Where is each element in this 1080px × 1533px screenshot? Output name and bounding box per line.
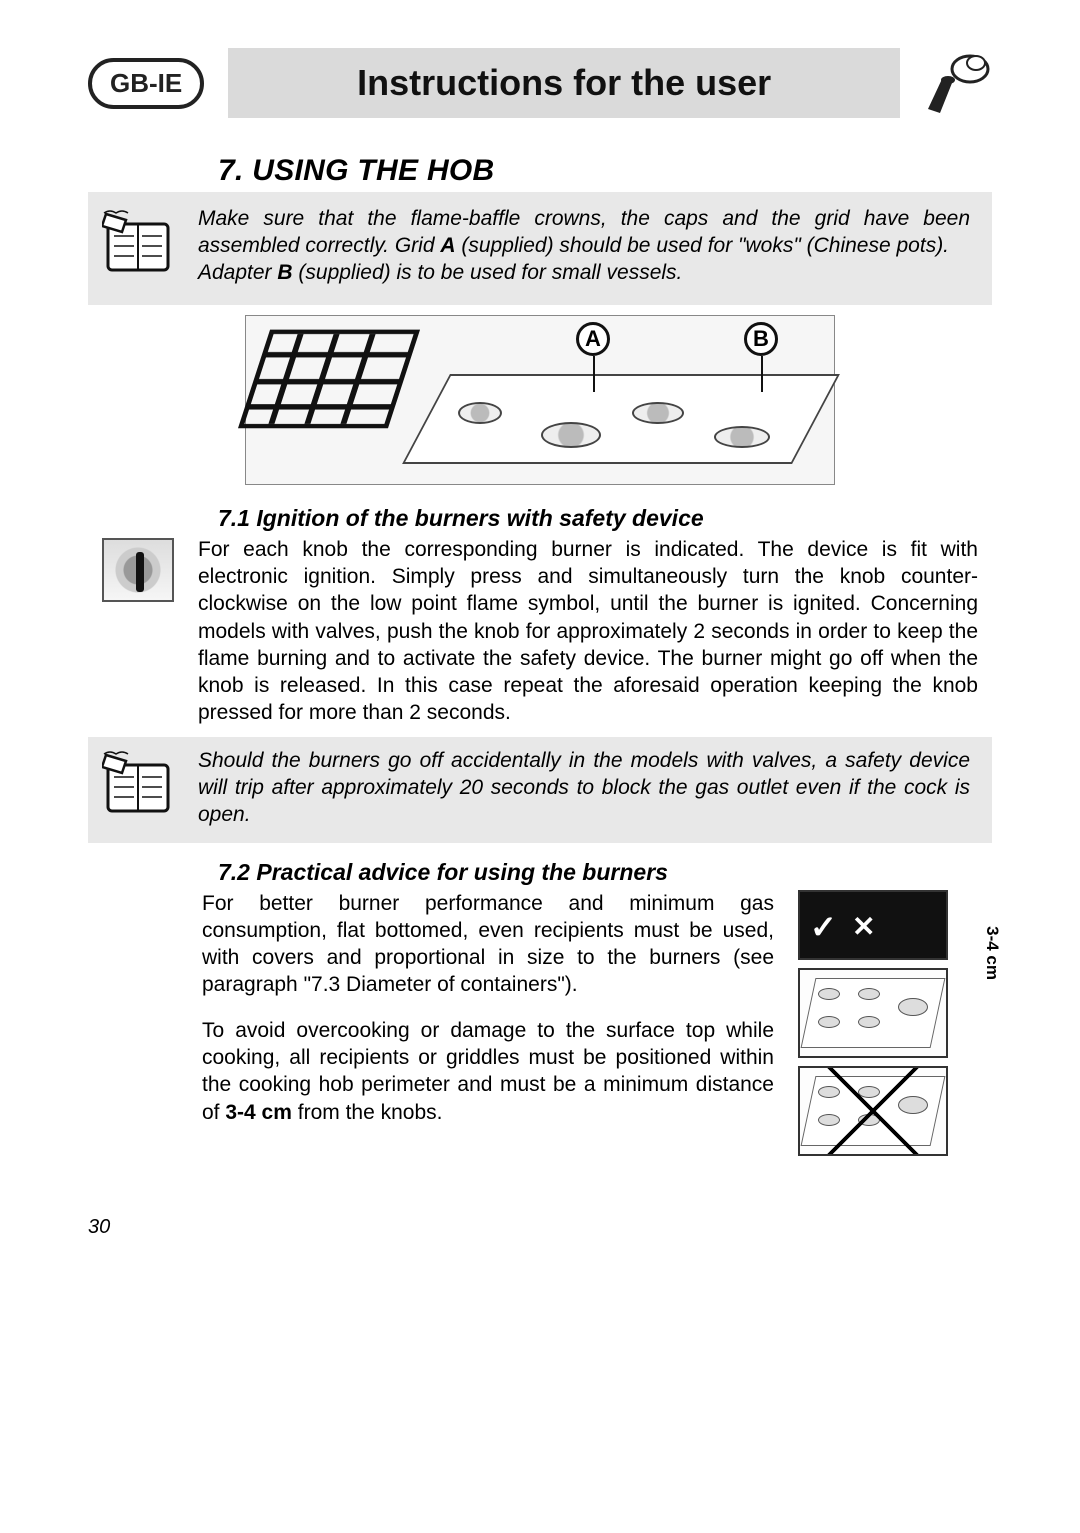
hob-wrong-position-icon — [798, 1066, 948, 1156]
page-number: 30 — [88, 1216, 992, 1239]
intro-text: Make sure that the flame-baffle crowns, … — [198, 206, 970, 287]
spacer-icon-box — [102, 890, 178, 1156]
safety-note-text: Should the burners go off accidentally i… — [198, 747, 970, 829]
section-title: USING THE HOB — [252, 154, 494, 187]
page-header: GB-IE Instructions for the user — [88, 48, 992, 118]
header-title: Instructions for the user — [228, 48, 900, 118]
burner-icon — [541, 422, 601, 448]
hob-diagram-block: A B — [88, 315, 992, 485]
burner-icon — [632, 402, 684, 424]
burner-icon — [714, 426, 770, 448]
callout-label-a: A — [576, 322, 610, 356]
pan-figures: 3-4 cm — [798, 890, 978, 1156]
subsection-7-1-body: For each knob the corresponding burner i… — [88, 536, 992, 727]
callout-line — [593, 356, 595, 392]
subsection-heading-7-2: 7.2 Practical advice for using the burne… — [218, 859, 992, 886]
section-heading: 7. USING THE HOB — [218, 154, 992, 188]
intro-info-block: Make sure that the flame-baffle crowns, … — [88, 192, 992, 305]
subsection-7-2-text: For better burner performance and minimu… — [202, 890, 774, 1156]
manual-note-icon — [102, 747, 178, 819]
wok-grid-icon — [238, 329, 420, 428]
distance-label: 3-4 cm — [982, 926, 1002, 980]
hob-correct-position-icon — [798, 968, 948, 1058]
burner-icon — [458, 402, 502, 424]
subsection-7-1-text: For each knob the corresponding burner i… — [198, 536, 978, 727]
manual-note-icon — [102, 206, 178, 278]
lang-badge: GB-IE — [88, 58, 204, 109]
hob-diagram: A B — [245, 315, 835, 485]
safety-note-block: Should the burners go off accidentally i… — [88, 737, 992, 843]
callout-label-b: B — [744, 322, 778, 356]
chef-hat-icon — [924, 49, 992, 117]
knob-icon — [102, 538, 174, 602]
subsection-7-2-body: For better burner performance and minimu… — [88, 890, 992, 1156]
callout-line — [761, 356, 763, 392]
pan-correct-wrong-icon — [798, 890, 948, 960]
subsection-heading-7-1: 7.1 Ignition of the burners with safety … — [218, 505, 992, 532]
section-number: 7. — [218, 154, 244, 187]
knob-icon-box — [102, 536, 178, 727]
